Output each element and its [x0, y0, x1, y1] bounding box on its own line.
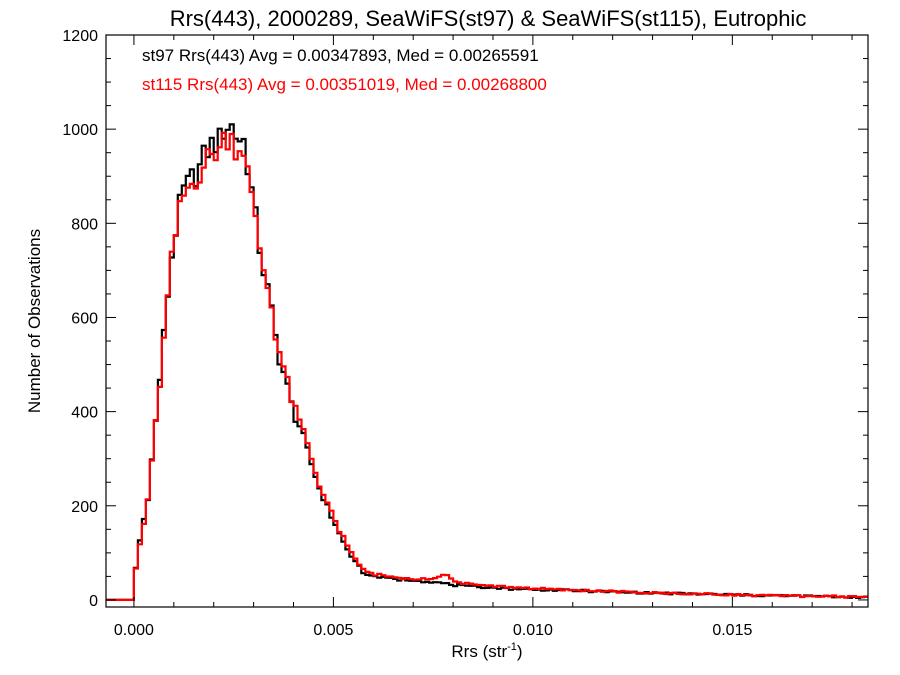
- x-axis-label-sup: -1: [507, 641, 517, 653]
- x-tick-label: 0.000: [114, 622, 154, 639]
- x-tick-label: 0.005: [313, 622, 353, 639]
- y-axis: 0 200 400 600 800 1000 1200: [62, 28, 868, 610]
- x-axis-label: Rrs (str-1): [451, 641, 522, 661]
- x-tick-label: 0.015: [712, 622, 752, 639]
- annotation-0: st97 Rrs(443) Avg = 0.00347893, Med = 0.…: [142, 46, 539, 65]
- x-tick-label: 0.010: [513, 622, 553, 639]
- y-axis-label: Number of Observations: [25, 229, 44, 413]
- y-tick-label: 0: [89, 593, 98, 610]
- series-layer: [106, 123, 868, 601]
- series-st115-line: [106, 131, 868, 601]
- annotation-1: st115 Rrs(443) Avg = 0.00351019, Med = 0…: [142, 75, 547, 94]
- y-tick-label: 400: [71, 405, 98, 422]
- series-st97-line: [106, 123, 868, 601]
- x-axis-label-suffix: ): [517, 642, 523, 661]
- chart-title: Rrs(443), 2000289, SeaWiFS(st97) & SeaWi…: [170, 6, 807, 31]
- x-axis-label-main: Rrs (str: [451, 642, 507, 661]
- y-tick-label: 1000: [62, 122, 98, 139]
- y-tick-label: 800: [71, 216, 98, 233]
- y-tick-label: 200: [71, 499, 98, 516]
- y-tick-label: 1200: [62, 28, 98, 45]
- y-tick-label: 600: [71, 310, 98, 327]
- stats-annotations: st97 Rrs(443) Avg = 0.00347893, Med = 0.…: [142, 46, 547, 94]
- plot-frame: [105, 34, 869, 608]
- x-axis: 0.000 0.005 0.010 0.015: [114, 35, 853, 639]
